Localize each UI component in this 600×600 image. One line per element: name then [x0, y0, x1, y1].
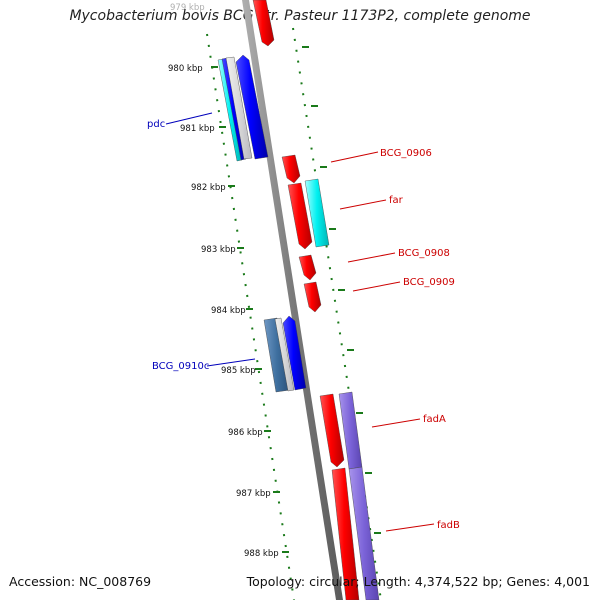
gene-label-fada[interactable]: fadA: [423, 414, 446, 425]
gene-far-cyan: [304, 178, 330, 248]
kbp-label-986: 986 kbp: [228, 428, 263, 438]
ruler-ticks: [211, 46, 381, 553]
kbp-label-985: 985 kbp: [221, 366, 256, 376]
gene-fada-red: [319, 393, 345, 468]
gene-label-bcg-0910c[interactable]: BCG_0910c: [152, 361, 209, 372]
forward-strand-features: [252, 0, 380, 600]
accession-text: Accession: NC_008769: [9, 574, 152, 589]
gene-pdc-segment-pale: [225, 56, 253, 160]
gene-label-far[interactable]: far: [389, 195, 404, 206]
gene-bcg-0906: [281, 154, 301, 184]
kbp-label-984: 984 kbp: [211, 306, 246, 316]
gene-fadb-purple: [348, 466, 380, 600]
gene-label-bcg-0909[interactable]: BCG_0909: [403, 277, 455, 288]
gene-label-bcg-0908[interactable]: BCG_0908: [398, 248, 450, 259]
gene-bcg-0910c-pale: [274, 317, 295, 392]
topology-text: Topology: circular; Length: 4,374,522 bp…: [246, 574, 590, 589]
kbp-label-982: 982 kbp: [191, 183, 226, 193]
kbp-label-979: 979 kbp: [170, 3, 205, 13]
kbp-label-988: 988 kbp: [244, 549, 279, 559]
gene-bcg-0908: [298, 254, 317, 281]
kbp-label-987: 987 kbp: [236, 489, 271, 499]
gene-label-fadb[interactable]: fadB: [437, 520, 460, 531]
gene-far-red: [287, 182, 313, 250]
gene-label-bcg-0906[interactable]: BCG_0906: [380, 148, 432, 159]
gene-label-leaders: [165, 112, 435, 532]
gene-adjacent-blue: [235, 54, 269, 160]
kbp-label-981: 981 kbp: [180, 124, 215, 134]
genome-backbone: [242, 0, 343, 600]
kbp-label-983: 983 kbp: [201, 245, 236, 255]
gene-bcg-0910c-blue: [282, 315, 307, 391]
reverse-strand-features: [217, 54, 307, 393]
gene-label-pdc[interactable]: pdc: [147, 119, 165, 130]
gene-top-red: [252, 0, 275, 47]
ruler-inner-dotted: [206, 33, 295, 600]
gene-bcg-0909: [303, 281, 322, 313]
gene-labels: pdc BCG_0910c BCG_0906 far BCG_0908 BCG_…: [147, 119, 460, 531]
map-title: Mycobacterium bovis BCG str. Pasteur 117…: [69, 8, 531, 24]
gene-fadb-red: [331, 467, 360, 600]
kbp-labels: 979 kbp 980 kbp 981 kbp 982 kbp 983 kbp …: [168, 3, 279, 559]
kbp-label-980: 980 kbp: [168, 64, 203, 74]
